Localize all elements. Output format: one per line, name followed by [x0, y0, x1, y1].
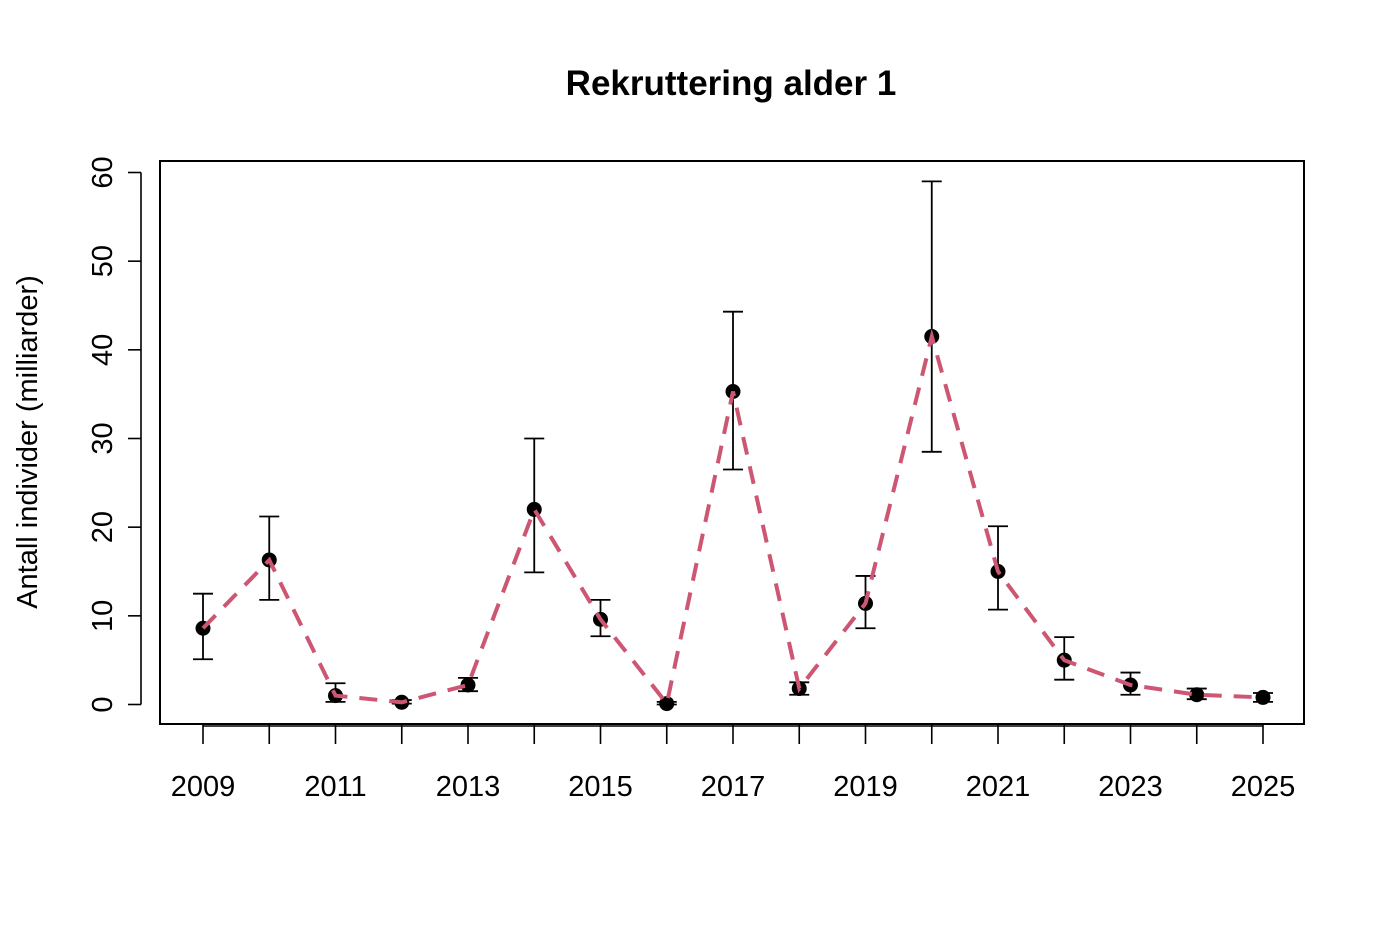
y-tick-label: 50: [87, 245, 119, 277]
x-tick-label: 2009: [171, 771, 236, 803]
y-axis: 0 10 20 30 40 50 60: [87, 156, 142, 713]
y-tick-label: 10: [87, 600, 119, 632]
data-point: [1255, 689, 1271, 705]
x-tick-label: 2021: [966, 771, 1031, 803]
x-tick-label: 2019: [833, 771, 898, 803]
x-tick-label: 2017: [701, 771, 766, 803]
plot-area: [193, 180, 1273, 712]
x-tick-label: 2011: [304, 771, 366, 803]
x-tick-label: 2015: [568, 771, 633, 803]
y-tick-label: 20: [87, 511, 119, 543]
chart-title: Rekruttering alder 1: [566, 64, 897, 103]
y-tick-label: 30: [87, 422, 119, 454]
y-axis-label: Antall individer (milliarder): [12, 275, 44, 609]
y-tick-label: 60: [87, 156, 119, 188]
data-point: [659, 696, 675, 712]
y-tick-label: 40: [87, 334, 119, 366]
data-point: [460, 677, 476, 693]
x-axis: 2009 2011 2013 2015 2017 2019 2021 2023 2025: [171, 724, 1296, 803]
x-tick-label: 2013: [436, 771, 501, 803]
trend-line: [201, 328, 1264, 709]
data-point: [1189, 687, 1205, 703]
plot-frame: [159, 160, 1305, 725]
x-tick-label: 2023: [1098, 771, 1163, 803]
x-tick-label: 2025: [1231, 771, 1296, 803]
y-tick-label: 0: [87, 696, 119, 712]
